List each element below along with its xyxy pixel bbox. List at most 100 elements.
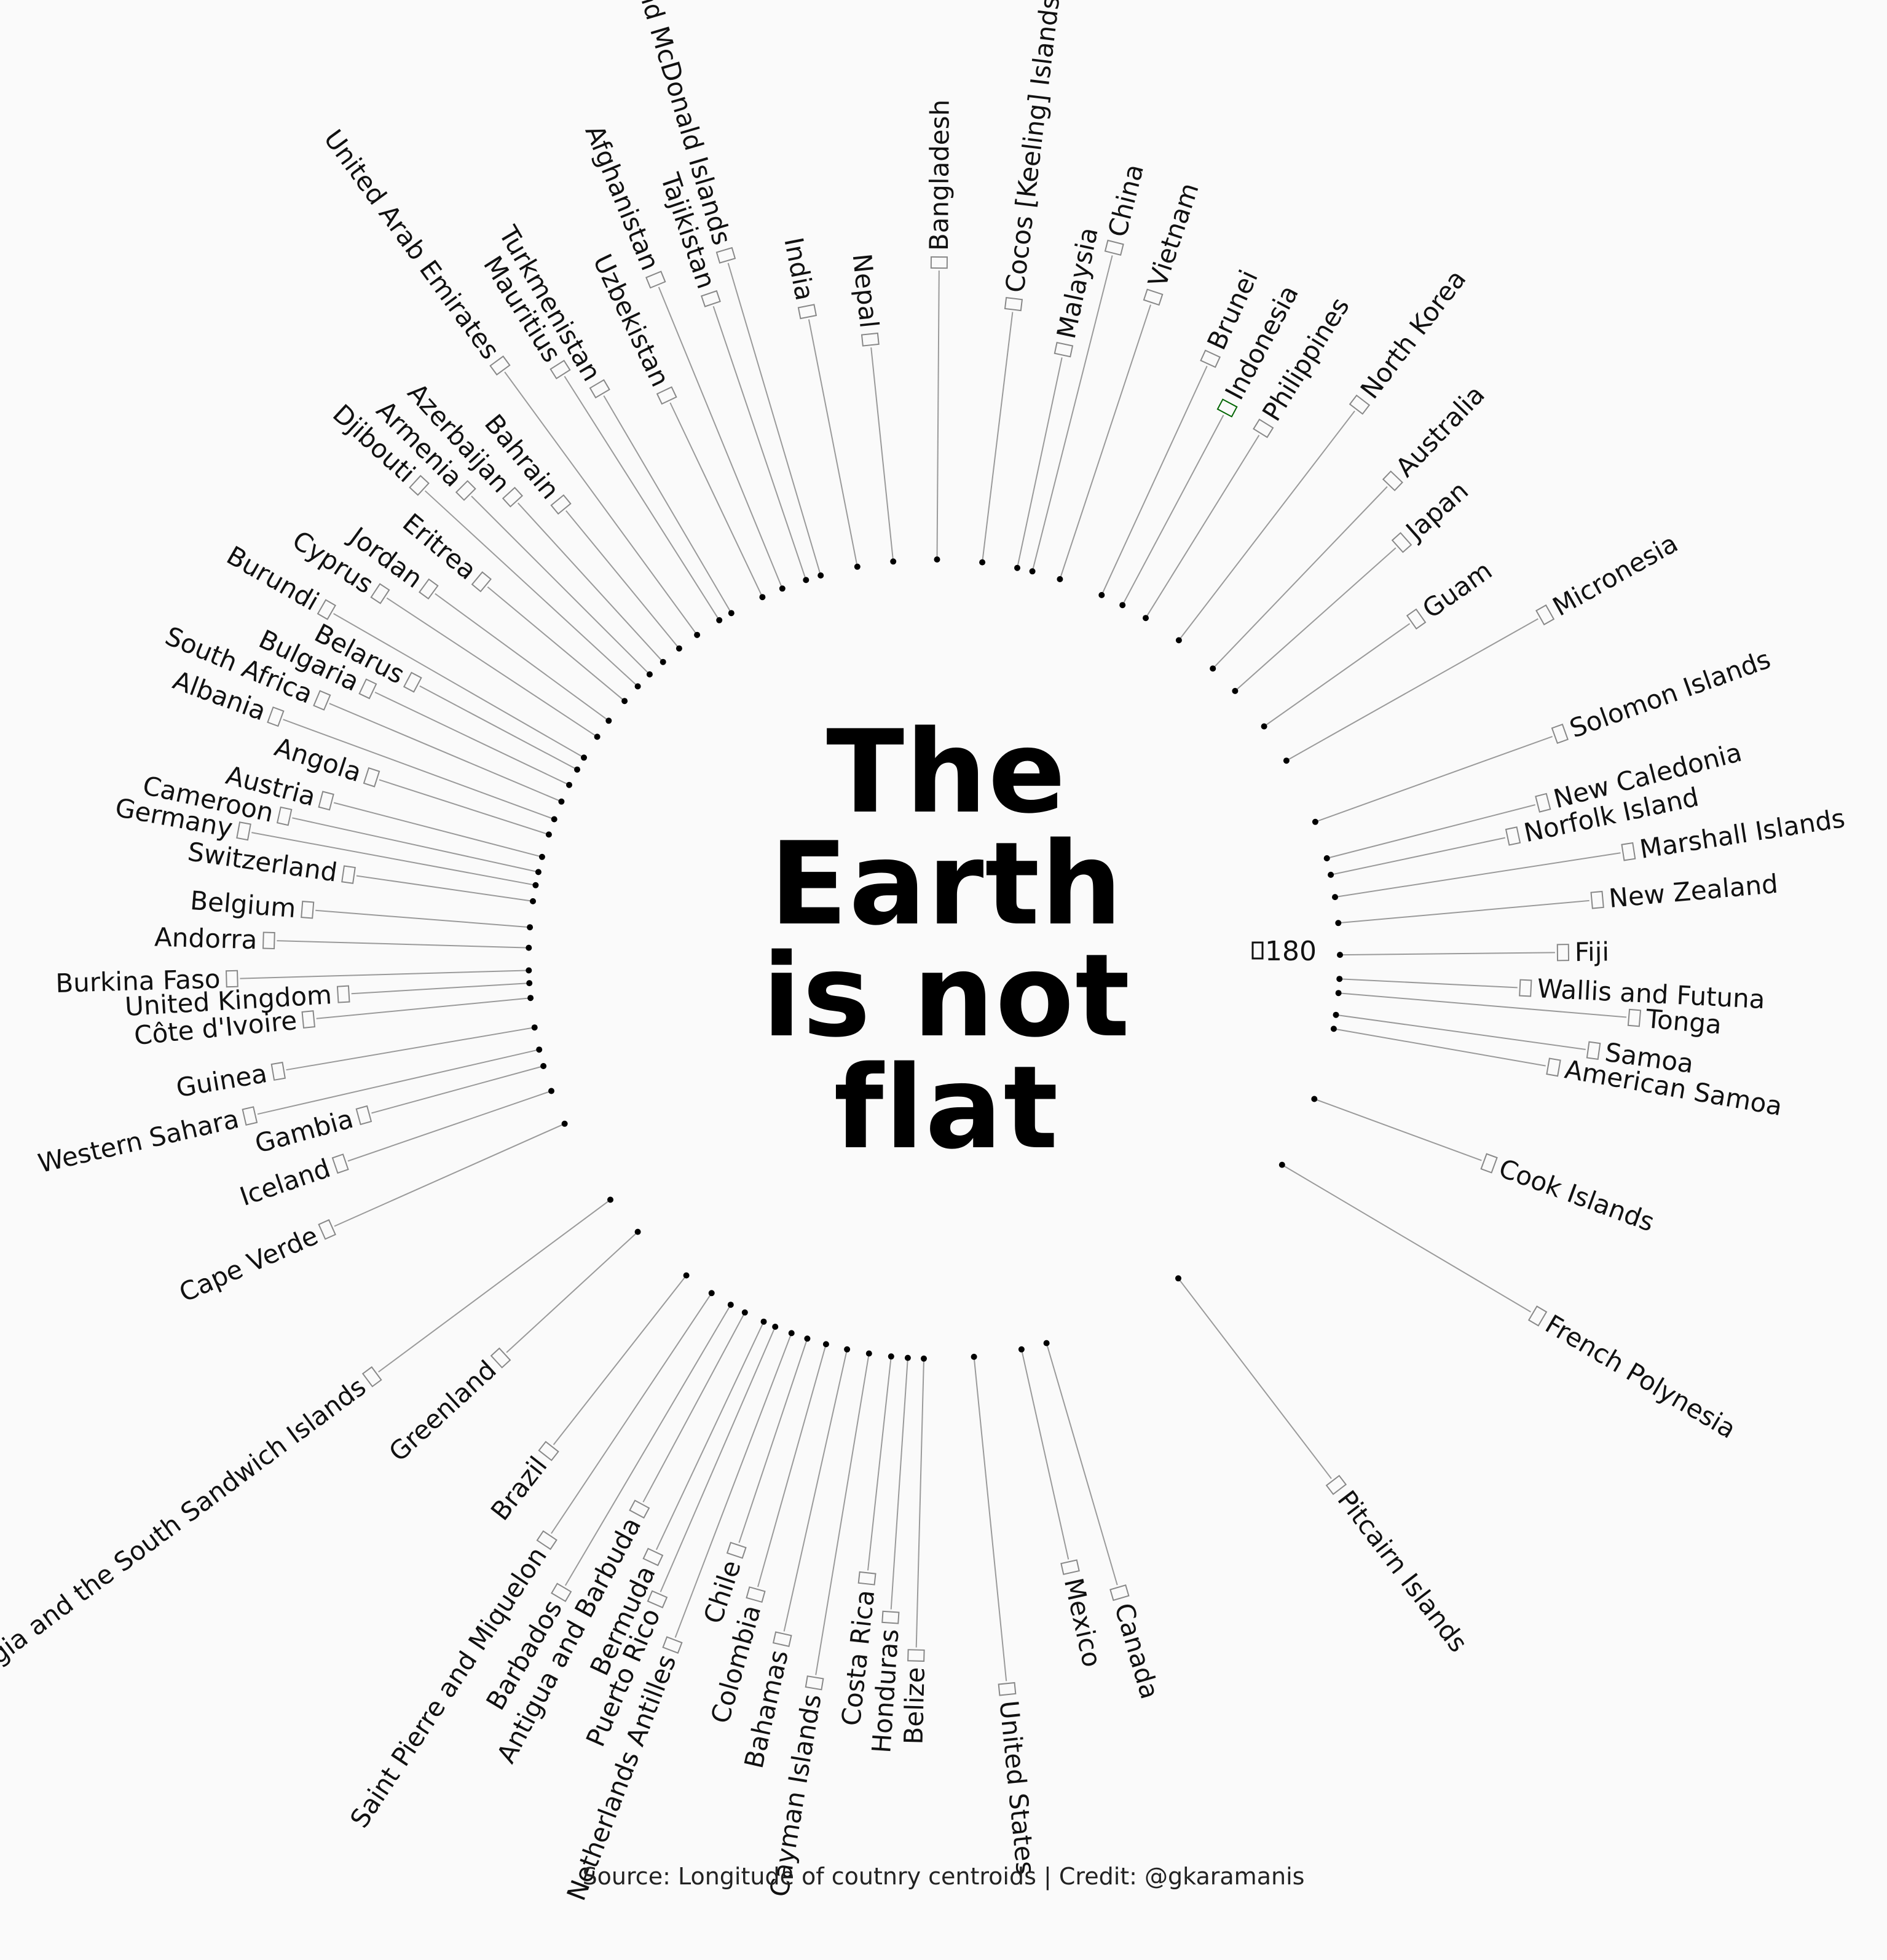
flag-icon	[301, 901, 315, 919]
leader-line	[1020, 1349, 1070, 1560]
country-name: Guinea	[174, 1058, 269, 1103]
leader-line	[1264, 623, 1411, 727]
flag-icon	[418, 578, 439, 600]
country-name: Vietnam	[1142, 179, 1204, 291]
flag-icon	[242, 1106, 258, 1126]
flag-icon	[471, 571, 492, 593]
flag-icon	[1406, 608, 1427, 630]
leader-line	[1122, 414, 1224, 606]
centroid-point	[535, 869, 542, 875]
flag-icon	[341, 865, 356, 884]
country-label: Cape Verde	[175, 1219, 336, 1308]
leader-line	[1017, 357, 1063, 568]
flag-icon	[656, 386, 677, 405]
centroid-point	[1261, 723, 1267, 730]
flag-icon	[262, 931, 275, 950]
country-name: Solomon Islands	[1566, 644, 1774, 743]
leader-lines	[240, 255, 1627, 1681]
flag-icon	[1325, 1474, 1347, 1495]
flag-icon	[301, 1010, 316, 1029]
flag-icon	[502, 486, 524, 508]
chart-title: The Earth is not flat	[615, 715, 1278, 1165]
country-label: Uzbekistan	[587, 250, 677, 405]
centroid-point	[890, 558, 897, 565]
leader-line	[1333, 1028, 1546, 1067]
leader-line	[424, 490, 639, 687]
country-name: North Korea	[1355, 264, 1472, 405]
leader-line	[378, 1199, 611, 1373]
country-name: Bangladesh	[924, 100, 955, 251]
flag-icon	[318, 791, 334, 811]
country-label: Malaysia	[1051, 224, 1104, 358]
flag-icon	[336, 985, 350, 1003]
centroid-point	[527, 924, 534, 931]
leader-line	[658, 286, 783, 589]
flag-icon	[930, 256, 948, 269]
leader-line	[712, 306, 807, 580]
leader-line	[808, 319, 858, 567]
country-label: Bangladesh	[924, 100, 955, 269]
country-label: Guinea	[174, 1058, 286, 1103]
country-name: United States	[993, 1699, 1041, 1876]
country-name: Mexico	[1058, 1575, 1108, 1670]
country-label: Nepal	[847, 252, 884, 347]
leader-line	[1338, 899, 1590, 924]
leader-line	[1339, 978, 1518, 989]
country-name: Tonga	[1644, 1003, 1723, 1040]
centroid-point	[581, 754, 587, 761]
centroid-point	[788, 1330, 795, 1337]
leader-line	[471, 496, 650, 675]
centroid-point	[1312, 818, 1318, 825]
ring-label-group: 180	[1251, 936, 1317, 967]
centroid-point	[844, 1346, 851, 1353]
flag-icon	[1054, 341, 1074, 358]
centroid-point	[727, 1302, 734, 1308]
country-name: United Arab Emirates	[318, 124, 505, 365]
centroid-point	[538, 853, 545, 860]
country-name: Japan	[1399, 475, 1474, 547]
leader-line	[738, 1338, 808, 1543]
leader-line	[757, 1344, 827, 1587]
leader-line	[564, 1304, 731, 1586]
centroid-point	[545, 831, 552, 838]
centroid-point	[551, 816, 557, 823]
centroid-point	[526, 944, 532, 951]
leader-line	[551, 1292, 712, 1534]
country-label: Tonga	[1627, 1003, 1723, 1040]
country-name: Greenland	[383, 1354, 502, 1468]
centroid-point	[1175, 637, 1182, 644]
flag-icon	[267, 706, 285, 727]
country-label: Fiji	[1556, 936, 1609, 967]
country-label: China	[1102, 161, 1149, 256]
flag-icon	[370, 583, 390, 604]
country-label: Pitcairn Islands	[1325, 1474, 1473, 1658]
country-name: Cocos [Keeling] Islands	[999, 0, 1065, 294]
centroid-point	[760, 1318, 767, 1325]
flag-icon	[1551, 723, 1569, 745]
centroid-point	[694, 631, 701, 638]
country-label: French Polynesia	[1527, 1305, 1741, 1445]
country-label: Australia	[1382, 379, 1491, 492]
leader-line	[982, 312, 1014, 563]
centroid-point	[1098, 591, 1105, 598]
centroid-point	[1043, 1340, 1050, 1346]
flag-icon	[1382, 470, 1403, 492]
leader-line	[1234, 547, 1397, 692]
leader-line	[379, 779, 550, 836]
leader-line	[1101, 365, 1208, 596]
country-label: Solomon Islands	[1551, 644, 1775, 745]
leader-line	[333, 802, 543, 858]
flag-icon	[1590, 890, 1604, 909]
leader-line	[867, 1356, 892, 1571]
country-name: Andorra	[154, 922, 258, 955]
flag-icon	[629, 1500, 650, 1519]
flag-icon	[536, 1530, 557, 1551]
flag-icon	[642, 1547, 664, 1567]
centroid-point	[759, 594, 766, 601]
centroid-point	[822, 1341, 829, 1348]
centroid-points	[526, 556, 1343, 1362]
flag-icon	[907, 1649, 925, 1662]
centroid-point	[1029, 568, 1036, 575]
country-name: French Polynesia	[1540, 1309, 1741, 1445]
centroid-point	[621, 698, 628, 705]
